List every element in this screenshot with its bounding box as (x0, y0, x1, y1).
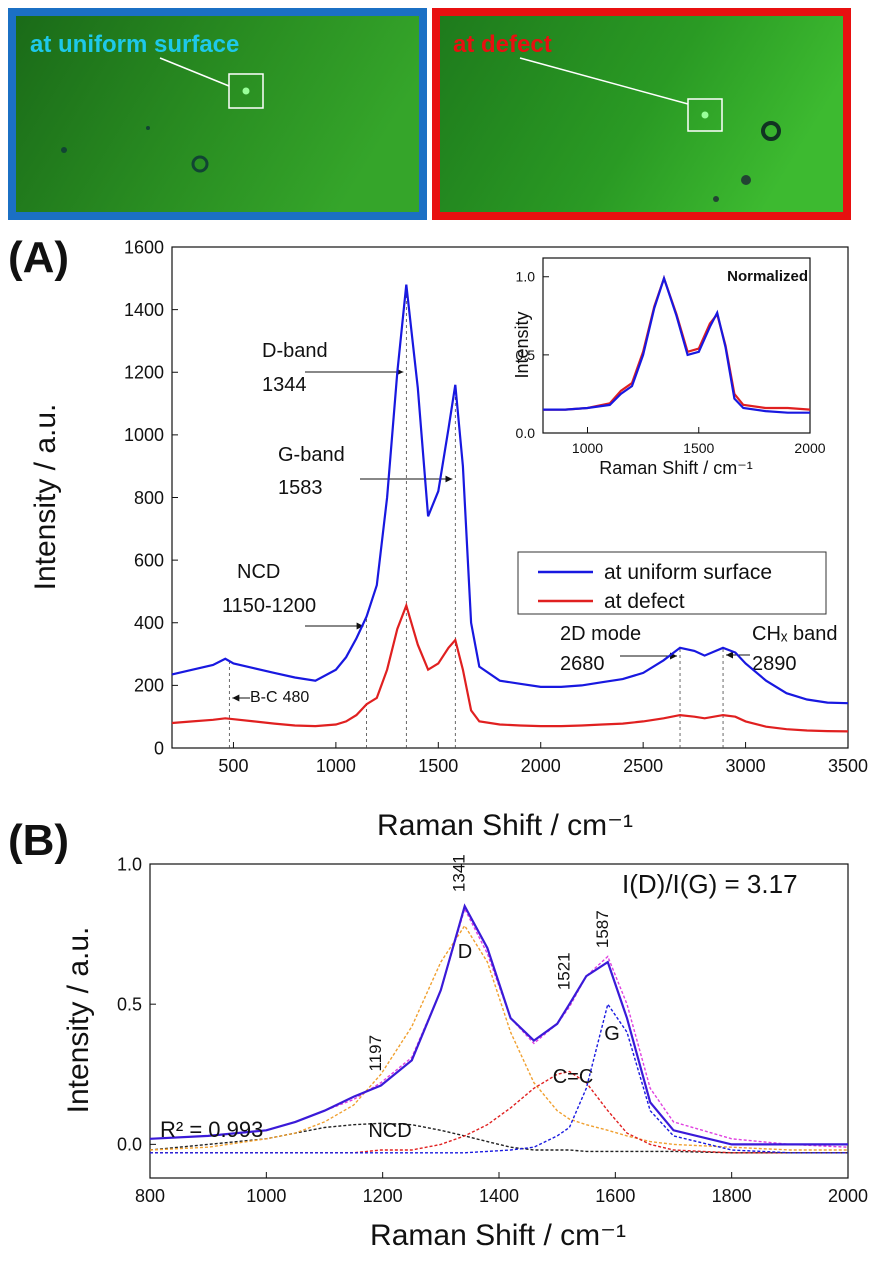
series-line (171, 284, 849, 705)
plot-frame (542, 257, 811, 434)
x-tick-label: 1000 (246, 1186, 286, 1206)
x-tick-label: 1800 (712, 1186, 752, 1206)
annotation-value: 480 (283, 689, 310, 706)
x-axis-label: Raman Shift / cm⁻¹ (377, 809, 633, 842)
series-line (149, 1122, 848, 1154)
chart: 800 1000 1200 1400 1600 1800 2000 0.0 0.5 1.0 Rama… (8, 816, 868, 1252)
x-axis-label: Raman Shift / cm⁻¹ (370, 1219, 626, 1252)
y-tick-label: 1.0 (516, 269, 536, 285)
x-axis-label: Raman Shift / cm⁻¹ (599, 458, 753, 478)
peak-label: 1521 (554, 952, 573, 990)
x-tick-label: 2500 (623, 756, 663, 776)
panel-label: (A) (8, 233, 69, 282)
annotation-label: 2D mode (560, 623, 641, 645)
annotation-label: D-band (262, 340, 328, 362)
peak-label: 1197 (366, 1035, 385, 1072)
legend-label: at uniform surface (604, 561, 772, 584)
series-line (149, 907, 849, 1148)
photo-label: at uniform surface (30, 31, 239, 58)
note: Normalized (727, 268, 808, 285)
peak-label: 1341 (450, 854, 469, 892)
x-tick-label: 2000 (521, 756, 561, 776)
series-line (150, 1002, 848, 1154)
y-tick-label: 1600 (124, 237, 164, 257)
x-tick-label: 1500 (418, 756, 458, 776)
y-tick-label: 0 (154, 738, 164, 758)
annotation-value: 1344 (262, 374, 307, 396)
x-tick-label: 2000 (794, 440, 825, 456)
ratio-label: I(D)/I(G) = 3.17 (622, 869, 798, 899)
fit-quality: R² = 0.993 (160, 1117, 263, 1142)
y-tick-label: 1400 (124, 300, 164, 320)
y-axis-label: Intensity / a.u. (62, 927, 95, 1114)
annotation: B-C 480 (250, 689, 309, 706)
y-tick-label: 400 (134, 613, 164, 633)
photo-label: at defect (453, 31, 552, 58)
y-tick-label: 0.5 (516, 347, 536, 363)
component-label: D (458, 941, 472, 963)
annotation-label: G-band (278, 444, 345, 466)
series-line (171, 602, 849, 733)
y-tick-label: 1000 (124, 425, 164, 445)
panel-label: (B) (8, 816, 69, 865)
y-tick-label: 600 (134, 550, 164, 570)
y-axis-label: Intensity / a.u. (29, 404, 62, 591)
x-tick-label: 1000 (316, 756, 356, 776)
x-tick-label: 1200 (363, 1186, 403, 1206)
plot-frame (149, 863, 849, 1179)
peak-label: 1587 (593, 910, 612, 948)
x-tick-label: 500 (218, 756, 248, 776)
y-tick-label: 0.0 (117, 1135, 142, 1155)
annotation-value: 1583 (278, 477, 323, 499)
component-label: NCD (368, 1120, 411, 1142)
legend-box (517, 551, 827, 615)
y-tick-label: 1.0 (117, 854, 142, 874)
annotation-label: CHₓ band (752, 623, 838, 645)
y-tick-label: 0.0 (516, 425, 536, 441)
series-line (149, 903, 848, 1146)
y-axis-label: Intensity (512, 311, 532, 378)
annotation-value: 2680 (560, 653, 605, 675)
photo-defect: at defect (432, 8, 851, 220)
x-tick-label: 2000 (828, 1186, 868, 1206)
x-tick-label: 800 (135, 1186, 165, 1206)
x-tick-label: 3000 (726, 756, 766, 776)
series-line (543, 274, 810, 414)
x-tick-label: 1000 (572, 440, 603, 456)
x-tick-label: 3500 (828, 756, 868, 776)
x-tick-label: 1600 (595, 1186, 635, 1206)
y-tick-label: 800 (134, 488, 164, 508)
chart: 500 1000 1500 2000 2500 3000 3500 0 200 400 600 800… (8, 233, 868, 842)
plot-frame (171, 246, 849, 749)
component-label: C=C (553, 1066, 594, 1088)
x-tick-label: 1500 (683, 440, 714, 456)
series-line (543, 274, 811, 411)
legend-label: at defect (604, 590, 685, 613)
annotation-value: 2890 (752, 653, 797, 675)
annotation-label: B-C (250, 689, 278, 706)
annotation-value: 1150-1200 (222, 595, 316, 617)
photo-uniform: at uniform surface (8, 8, 427, 220)
x-tick-label: 1400 (479, 1186, 519, 1206)
y-tick-label: 1200 (124, 363, 164, 383)
series-line (150, 1070, 848, 1154)
y-tick-label: 0.5 (117, 994, 142, 1014)
series-line (149, 924, 848, 1151)
y-tick-label: 200 (134, 676, 164, 696)
component-label: G (604, 1023, 620, 1045)
annotation-label: NCD (237, 561, 280, 583)
chart: 1000 1500 2000 0.0 0.5 1.0 Raman Shift / cm⁻¹ I… (512, 257, 826, 478)
